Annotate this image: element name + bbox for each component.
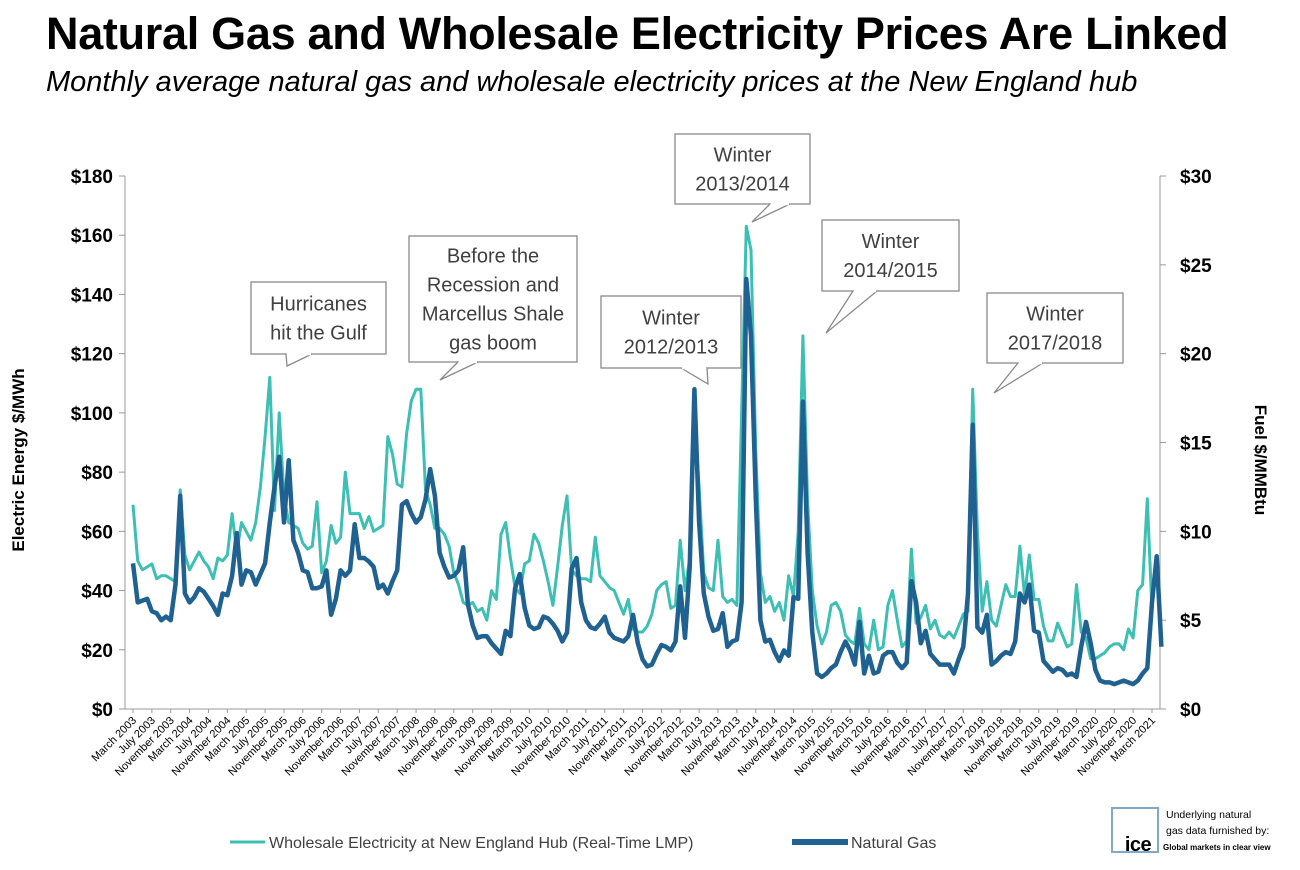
callout-text: Winter <box>1026 304 1084 326</box>
y-tick-label: $140 <box>71 285 113 306</box>
callout-text: Recession and <box>427 275 559 297</box>
y2-tick-label: $5 <box>1180 611 1202 632</box>
series-line-electricity <box>131 224 1154 661</box>
callout-text: Winter <box>862 231 920 253</box>
y-tick-label: $120 <box>71 345 113 366</box>
ice-logo-frame <box>1111 807 1159 853</box>
y-tick-label: $0 <box>92 700 113 721</box>
callout-text: 2012/2013 <box>624 337 719 359</box>
callout-text: 2014/2015 <box>843 260 938 282</box>
callout-box <box>821 219 960 292</box>
callout-pointer <box>825 290 878 334</box>
annotations: Hurricanes hit the Gulf Before the Recessio… <box>250 133 1124 394</box>
annotation-callout: Winter 2012/2013 <box>600 295 742 386</box>
y-tick-label: $180 <box>71 167 113 188</box>
y2-tick-label: $30 <box>1180 167 1212 188</box>
callout-pointer <box>751 203 791 223</box>
y2-tick-label: $25 <box>1180 256 1212 277</box>
y-tick-label: $40 <box>81 582 113 603</box>
y2-tick-label: $10 <box>1180 522 1212 543</box>
y2-tick-label: $20 <box>1180 345 1212 366</box>
y-tick-label: $100 <box>71 404 113 425</box>
callout-text: 2017/2018 <box>1008 333 1103 355</box>
y-tick-label: $80 <box>81 463 113 484</box>
ice-tagline: Global markets in clear view <box>1163 843 1271 852</box>
ice-caption-line-2: gas data furnished by: <box>1166 825 1269 837</box>
y2-tick-label: $0 <box>1180 700 1201 721</box>
callout-box <box>986 292 1124 364</box>
callout-text: Winter <box>714 145 772 167</box>
y-axis-title: Electric Energy $/MWh <box>9 368 28 551</box>
callout-text: Winter <box>642 308 700 330</box>
callout-pointer <box>680 367 709 386</box>
callout-box <box>674 133 811 205</box>
callout-pointer <box>439 361 479 381</box>
annotation-callout: Winter 2014/2015 <box>821 219 960 334</box>
series-line-gas <box>130 276 1164 687</box>
callout-box <box>600 295 742 369</box>
callout-pointer <box>993 362 1044 394</box>
y2-axis-title: Fuel $/MMBtu <box>1251 405 1270 516</box>
legend-label-gas: Natural Gas <box>851 835 936 852</box>
annotation-callout: Hurricanes hit the Gulf <box>250 281 387 367</box>
ice-caption-line-1: Underlying natural <box>1166 809 1251 821</box>
annotation-callout: Winter 2013/2014 <box>674 133 811 223</box>
callout-box <box>408 235 578 363</box>
callout-pointer <box>285 353 313 367</box>
ice-source-note: ice Underlying natural gas data furnishe… <box>1111 807 1271 856</box>
series-lines <box>130 224 1164 687</box>
y-tick-label: $20 <box>81 641 113 662</box>
callout-box <box>250 281 387 355</box>
ice-logo-text: ice <box>1125 834 1152 856</box>
callout-text: 2013/2014 <box>695 174 790 196</box>
axes: $0 $20 $40 $60 $80 $100 $120 $140 $160 $180 $0 $5 $1… <box>71 167 1212 721</box>
callout-text: Marcellus Shale <box>422 304 564 326</box>
chart-title: Natural Gas and Wholesale Electricity Pr… <box>46 8 1229 59</box>
legend-label-electricity: Wholesale Electricity at New England Hub… <box>269 835 693 852</box>
y-tick-label: $160 <box>71 226 113 247</box>
annotation-callout: Before the Recession and Marcellus Shale ga… <box>408 235 578 381</box>
chart-subtitle: Monthly average natural gas and wholesal… <box>46 66 1138 98</box>
y-tick-label: $60 <box>81 522 113 543</box>
callout-text: hit the Gulf <box>270 323 367 345</box>
y2-tick-label: $15 <box>1180 434 1212 455</box>
annotation-callout: Winter 2017/2018 <box>986 292 1124 394</box>
legend: Wholesale Electricity at New England Hub… <box>230 835 936 852</box>
callout-text: gas boom <box>449 333 537 355</box>
callout-text: Hurricanes <box>270 294 367 316</box>
callout-text: Before the <box>447 246 539 268</box>
